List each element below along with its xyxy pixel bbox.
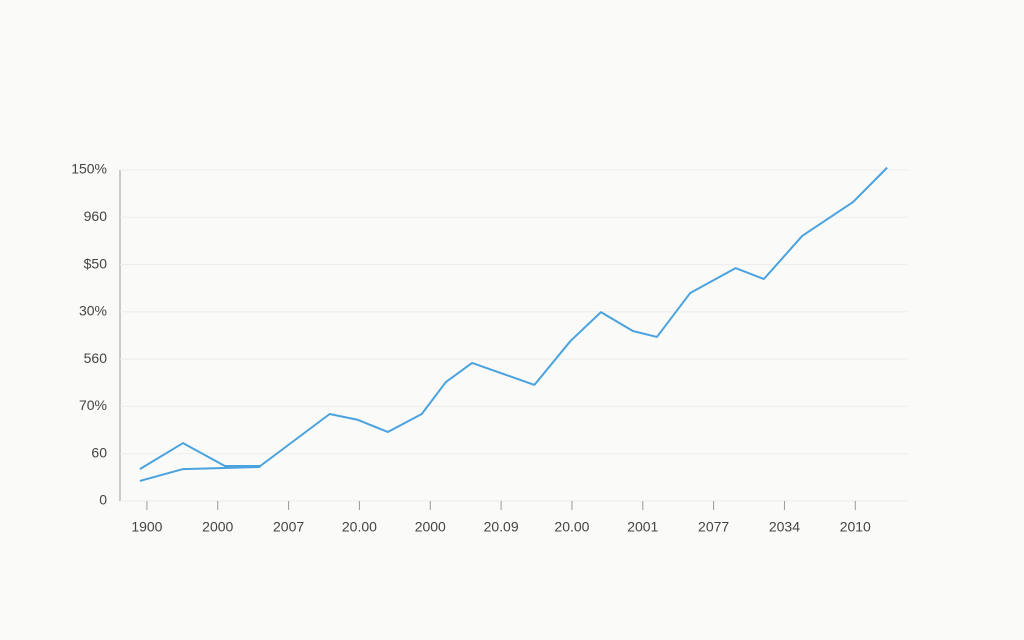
y-tick-label: 70% bbox=[79, 397, 107, 413]
x-tick-label: 20.09 bbox=[484, 519, 519, 535]
x-tick-label: 20.00 bbox=[554, 519, 589, 535]
y-tick-label: 150% bbox=[71, 161, 107, 177]
y-tick-label: 30% bbox=[79, 303, 107, 319]
x-tick-label: 1900 bbox=[131, 519, 162, 535]
x-tick-label: 2001 bbox=[627, 519, 658, 535]
x-tick-label: 2000 bbox=[415, 519, 446, 535]
data-line bbox=[139, 465, 261, 482]
y-tick-label: 0 bbox=[99, 492, 107, 508]
x-tick-label: 2077 bbox=[698, 519, 729, 535]
x-tick-label: 20.00 bbox=[342, 519, 377, 535]
y-tick-label: 560 bbox=[84, 350, 108, 366]
x-tick-label: 2000 bbox=[202, 519, 233, 535]
y-tick-label: 60 bbox=[91, 444, 107, 460]
y-tick-label: $50 bbox=[84, 255, 108, 271]
x-tick-label: 2034 bbox=[769, 519, 800, 535]
x-tick-label: 2010 bbox=[840, 519, 871, 535]
data-line bbox=[139, 166, 888, 470]
y-tick-label: 960 bbox=[84, 208, 108, 224]
x-tick-label: 2007 bbox=[273, 519, 304, 535]
